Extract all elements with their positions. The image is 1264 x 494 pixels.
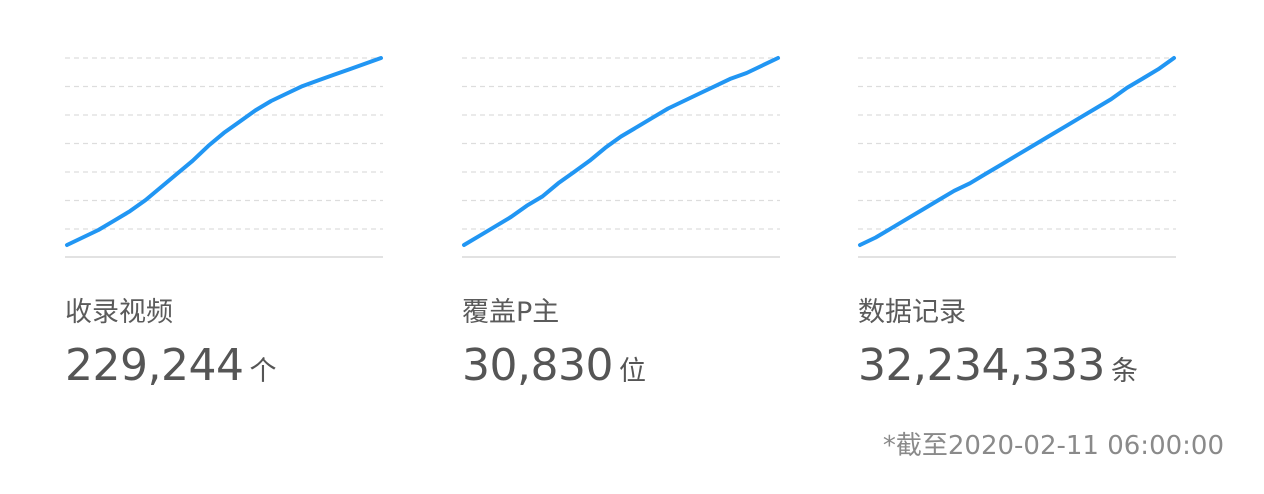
- chart-uploaders: [462, 56, 780, 258]
- card-unit: 个: [249, 356, 277, 387]
- data-timestamp-footnote: *截至2020-02-11 06:00:00: [882, 431, 1224, 461]
- card-videos: 收录视频 229,244 个: [65, 40, 385, 400]
- trend-line: [462, 56, 780, 247]
- trend-line: [858, 56, 1176, 247]
- card-value: 229,244: [65, 340, 244, 391]
- card-value: 30,830: [462, 340, 613, 391]
- card-unit: 条: [1110, 356, 1138, 387]
- value-row: 32,234,333 条: [858, 340, 1138, 391]
- card-value: 32,234,333: [858, 340, 1105, 391]
- card-label: 收录视频: [65, 297, 173, 328]
- card-uploaders: 覆盖P主 30,830 位: [462, 40, 782, 400]
- trend-line: [65, 56, 383, 247]
- value-row: 30,830 位: [462, 340, 646, 391]
- card-unit: 位: [618, 356, 646, 387]
- chart-records: [858, 56, 1176, 258]
- card-label: 数据记录: [858, 297, 966, 328]
- chart-videos: [65, 56, 383, 258]
- value-row: 229,244 个: [65, 340, 276, 391]
- card-records: 数据记录 32,234,333 条: [858, 40, 1178, 400]
- card-label: 覆盖P主: [462, 297, 560, 328]
